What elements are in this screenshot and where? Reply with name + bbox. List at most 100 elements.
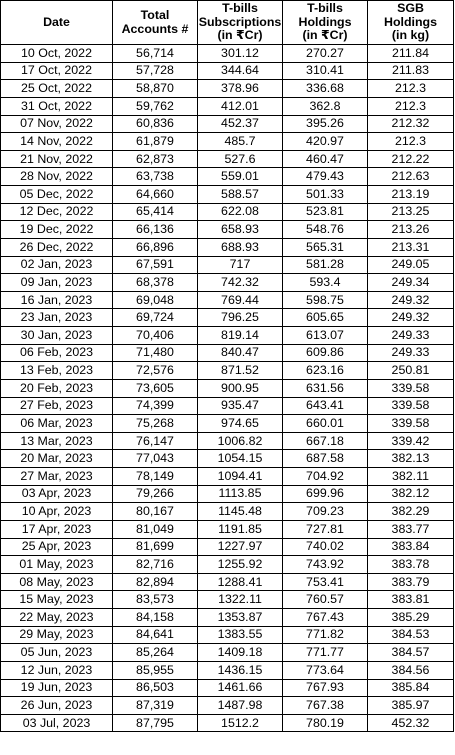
cell-sgb-holdings: 384.57 xyxy=(367,643,454,662)
header-line: T-bills xyxy=(307,1,343,16)
cell-tbills-subscriptions: 688.93 xyxy=(197,237,283,257)
table-row: 14 Nov, 2022 61,879 485.7 420.97 212.3 xyxy=(0,132,454,151)
table-row: 06 Mar, 2023 75,268 974.65 660.01 339.58 xyxy=(0,414,454,433)
cell-total-accounts: 73,605 xyxy=(112,378,198,398)
cell-date: 05 Dec, 2022 xyxy=(0,185,113,204)
cell-sgb-holdings: 385.97 xyxy=(367,696,454,715)
cell-sgb-holdings: 384.53 xyxy=(367,625,454,645)
table-row: 19 Dec, 2022 66,136 658.93 548.76 213.26 xyxy=(0,220,454,239)
cell-tbills-subscriptions: 819.14 xyxy=(197,326,283,345)
cell-tbills-subscriptions: 871.52 xyxy=(197,361,283,380)
cell-date: 08 May, 2023 xyxy=(0,572,113,592)
cell-date: 05 Jun, 2023 xyxy=(0,643,113,662)
cell-sgb-holdings: 213.19 xyxy=(367,185,454,204)
cell-tbills-subscriptions: 301.12 xyxy=(197,44,283,63)
table-row: 29 May, 2023 84,641 1383.55 771.82 384.53 xyxy=(0,625,454,645)
table-row: 27 Mar, 2023 78,149 1094.41 704.92 382.11 xyxy=(0,467,454,486)
cell-sgb-holdings: 383.84 xyxy=(367,537,454,557)
cell-tbills-subscriptions: 1288.41 xyxy=(197,572,283,592)
cell-sgb-holdings: 212.3 xyxy=(367,96,454,116)
cell-tbills-holdings: 727.81 xyxy=(282,519,368,539)
cell-tbills-subscriptions: 1383.55 xyxy=(197,625,283,645)
cell-tbills-holdings: 660.01 xyxy=(282,414,368,433)
cell-sgb-holdings: 249.32 xyxy=(367,308,454,327)
cell-total-accounts: 74,399 xyxy=(112,396,198,416)
table-row: 13 Feb, 2023 72,576 871.52 623.16 250.81 xyxy=(0,361,454,380)
cell-tbills-holdings: 548.76 xyxy=(282,220,368,239)
cell-date: 10 Apr, 2023 xyxy=(0,502,113,521)
table-row: 17 Apr, 2023 81,049 1191.85 727.81 383.77 xyxy=(0,519,454,539)
table-row: 26 Jun, 2023 87,319 1487.98 767.38 385.97 xyxy=(0,696,454,715)
cell-sgb-holdings: 383.81 xyxy=(367,590,454,609)
cell-date: 13 Mar, 2023 xyxy=(0,431,113,451)
cell-tbills-subscriptions: 527.6 xyxy=(197,149,283,169)
cell-sgb-holdings: 213.26 xyxy=(367,220,454,239)
cell-sgb-holdings: 249.33 xyxy=(367,326,454,345)
cell-tbills-holdings: 501.33 xyxy=(282,185,368,204)
cell-sgb-holdings: 249.05 xyxy=(367,255,454,275)
cell-sgb-holdings: 382.13 xyxy=(367,449,454,468)
cell-tbills-subscriptions: 1227.97 xyxy=(197,537,283,557)
cell-tbills-holdings: 598.75 xyxy=(282,290,368,310)
cell-total-accounts: 87,795 xyxy=(112,713,198,733)
cell-total-accounts: 59,762 xyxy=(112,96,198,116)
cell-total-accounts: 85,264 xyxy=(112,643,198,662)
table-row: 28 Nov, 2022 63,738 559.01 479.43 212.63 xyxy=(0,167,454,186)
table-header-row: Date Total Accounts # T-bills Subscripti… xyxy=(0,0,454,45)
cell-total-accounts: 63,738 xyxy=(112,167,198,186)
cell-tbills-holdings: 699.96 xyxy=(282,484,368,504)
cell-total-accounts: 69,724 xyxy=(112,308,198,327)
cell-date: 26 Jun, 2023 xyxy=(0,696,113,715)
table-row: 27 Feb, 2023 74,399 935.47 643.41 339.58 xyxy=(0,396,454,416)
table-row: 20 Feb, 2023 73,605 900.95 631.56 339.58 xyxy=(0,378,454,398)
cell-date: 13 Feb, 2023 xyxy=(0,361,113,380)
header-line: Total xyxy=(140,8,170,22)
table-row: 22 May, 2023 84,158 1353.87 767.43 385.29 xyxy=(0,608,454,627)
cell-tbills-subscriptions: 1487.98 xyxy=(197,696,283,715)
cell-total-accounts: 64,660 xyxy=(112,185,198,204)
cell-date: 10 Oct, 2022 xyxy=(0,44,113,63)
cell-tbills-holdings: 362.8 xyxy=(282,96,368,116)
cell-tbills-holdings: 479.43 xyxy=(282,167,368,186)
table-row: 05 Dec, 2022 64,660 588.57 501.33 213.19 xyxy=(0,185,454,204)
cell-tbills-subscriptions: 1255.92 xyxy=(197,555,283,574)
cell-total-accounts: 80,167 xyxy=(112,502,198,521)
table-row: 13 Mar, 2023 76,147 1006.82 667.18 339.42 xyxy=(0,431,454,451)
cell-tbills-holdings: 613.07 xyxy=(282,326,368,345)
cell-date: 06 Mar, 2023 xyxy=(0,414,113,433)
cell-tbills-subscriptions: 1145.48 xyxy=(197,502,283,521)
header-date-label: Date xyxy=(43,14,70,29)
cell-sgb-holdings: 385.29 xyxy=(367,608,454,627)
cell-tbills-holdings: 460.47 xyxy=(282,149,368,169)
cell-date: 27 Mar, 2023 xyxy=(0,467,113,486)
cell-tbills-subscriptions: 1353.87 xyxy=(197,608,283,627)
cell-tbills-holdings: 609.86 xyxy=(282,343,368,363)
header-line: Accounts # xyxy=(121,21,189,36)
cell-date: 22 May, 2023 xyxy=(0,608,113,627)
cell-tbills-subscriptions: 1191.85 xyxy=(197,519,283,539)
cell-tbills-subscriptions: 900.95 xyxy=(197,378,283,398)
table-row: 06 Feb, 2023 71,480 840.47 609.86 249.33 xyxy=(0,343,454,363)
table-row: 12 Jun, 2023 85,955 1436.15 773.64 384.56 xyxy=(0,660,454,680)
cell-tbills-holdings: 780.19 xyxy=(282,713,368,733)
cell-total-accounts: 58,870 xyxy=(112,79,198,98)
weekly-holdings-table: Date Total Accounts # T-bills Subscripti… xyxy=(0,0,454,733)
cell-date: 07 Nov, 2022 xyxy=(0,114,113,134)
table-row: 03 Apr, 2023 79,266 1113.85 699.96 382.12 xyxy=(0,484,454,504)
cell-sgb-holdings: 384.56 xyxy=(367,660,454,680)
table-row: 23 Jan, 2023 69,724 796.25 605.65 249.32 xyxy=(0,308,454,327)
cell-total-accounts: 69,048 xyxy=(112,290,198,310)
cell-tbills-subscriptions: 840.47 xyxy=(197,343,283,363)
cell-total-accounts: 81,699 xyxy=(112,537,198,557)
cell-date: 16 Jan, 2023 xyxy=(0,290,113,310)
cell-sgb-holdings: 249.32 xyxy=(367,290,454,310)
cell-tbills-holdings: 605.65 xyxy=(282,308,368,327)
cell-date: 01 May, 2023 xyxy=(0,555,113,574)
cell-tbills-holdings: 687.58 xyxy=(282,449,368,468)
cell-tbills-holdings: 623.16 xyxy=(282,361,368,380)
cell-tbills-holdings: 565.31 xyxy=(282,237,368,257)
table-row: 16 Jan, 2023 69,048 769.44 598.75 249.32 xyxy=(0,290,454,310)
table-row: 09 Jan, 2023 68,378 742.32 593.4 249.34 xyxy=(0,273,454,292)
cell-date: 20 Feb, 2023 xyxy=(0,378,113,398)
cell-date: 12 Jun, 2023 xyxy=(0,660,113,680)
